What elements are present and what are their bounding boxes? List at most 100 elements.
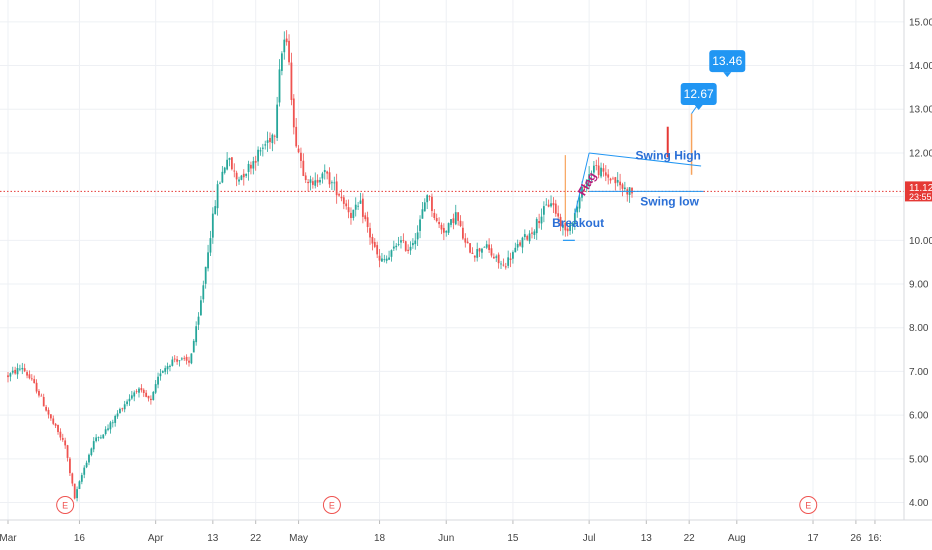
candle-body [221, 171, 224, 183]
candle-body [233, 170, 236, 172]
target-2-callout-box [709, 50, 746, 73]
candle-body [214, 206, 217, 215]
candle-body [302, 160, 305, 176]
x-tick-label: 13 [207, 533, 219, 544]
candle-body [161, 371, 164, 373]
candle-body [54, 423, 57, 426]
candle-body [169, 365, 171, 367]
candle-body [335, 181, 338, 196]
candle-body [514, 247, 517, 253]
candle-body [195, 326, 198, 343]
candle-body [33, 379, 36, 384]
candle-body [397, 244, 400, 245]
candle-body [535, 219, 538, 234]
candle-body [438, 222, 440, 225]
candle-body [321, 173, 324, 179]
candle-body [133, 392, 136, 397]
candle-body [140, 388, 143, 391]
candle-body [259, 150, 262, 152]
candle-body [211, 213, 214, 238]
breakout-label: Breakout [552, 216, 604, 230]
candle-body [562, 224, 564, 228]
candle-body [471, 252, 474, 254]
candle-body [440, 224, 443, 230]
candle-body [273, 135, 276, 137]
candle-body [73, 483, 76, 499]
candle-body [238, 179, 240, 182]
candle-body [369, 228, 371, 238]
candle-body [469, 243, 471, 253]
candle-body [19, 368, 21, 370]
candle-body [47, 409, 50, 415]
candle-body [595, 165, 598, 166]
candle-body [411, 243, 414, 246]
candle-body [157, 376, 159, 385]
candle-body [202, 285, 205, 300]
candle-body [361, 198, 364, 217]
candle-body [476, 249, 479, 258]
candle-body [138, 388, 140, 393]
x-tick-label: Jul [583, 533, 596, 544]
candle-body [419, 219, 421, 231]
candle-body [416, 232, 419, 240]
candle-body [59, 431, 62, 438]
x-tick-label: 16 [74, 533, 86, 544]
candle-body [114, 415, 117, 423]
candle-body [614, 177, 617, 184]
candle-body [545, 204, 548, 206]
candle-body [38, 390, 40, 396]
y-tick-label: 14.00 [909, 61, 932, 72]
candle-body [428, 196, 431, 197]
candle-body [261, 147, 264, 149]
candle-body [423, 202, 426, 212]
target-1-callout-box [680, 82, 717, 105]
candle-body [21, 367, 24, 370]
x-tick-label: Jun [438, 533, 454, 544]
candle-body [223, 167, 226, 173]
candle-body [88, 454, 90, 463]
candle-body [26, 372, 28, 376]
candle-body [597, 165, 600, 176]
candle-body [464, 238, 467, 243]
earnings-marker-icon [799, 496, 818, 514]
candle-body [512, 252, 514, 259]
candle-body [507, 257, 510, 266]
candle-body [126, 401, 128, 405]
candle-body [40, 395, 43, 397]
candle-body [121, 408, 124, 410]
candle-body [111, 422, 114, 424]
candle-body [414, 240, 417, 245]
candle-body [145, 392, 148, 397]
candle-body [333, 182, 336, 184]
candle-body [400, 240, 402, 243]
candle-body [616, 180, 619, 183]
candle-body [566, 228, 569, 232]
candle-body [252, 161, 255, 169]
candle-body [80, 475, 83, 482]
candle-body [85, 462, 88, 468]
candle-body [481, 248, 483, 253]
candle-body [171, 359, 174, 366]
price-axis[interactable]: 4.005.006.007.008.009.0010.0011.0012.001… [903, 0, 932, 520]
candle-body [188, 360, 190, 363]
earnings-marker-icon [56, 496, 75, 514]
candle-body [338, 194, 340, 196]
candle-body [433, 212, 436, 219]
y-tick-label: 6.00 [909, 411, 929, 422]
time-axis[interactable]: Mar 16 Apr 13 22 May 18 Jun 15 Jul 13 22 Aug 17 26 16: [0, 519, 932, 544]
candle-body [14, 369, 17, 374]
candle-body [550, 203, 552, 207]
candle-body [235, 172, 238, 180]
x-tick-label: May [289, 533, 308, 544]
candle-body [600, 167, 602, 177]
candle-body [207, 252, 209, 269]
candle-body [576, 206, 579, 213]
candle-body [450, 219, 452, 225]
candle-body [147, 395, 150, 399]
x-tick-label: 13 [641, 533, 653, 544]
x-tick-label: Aug [728, 533, 746, 544]
candle-body [352, 209, 355, 219]
target-1-callout-pointer [694, 104, 703, 110]
